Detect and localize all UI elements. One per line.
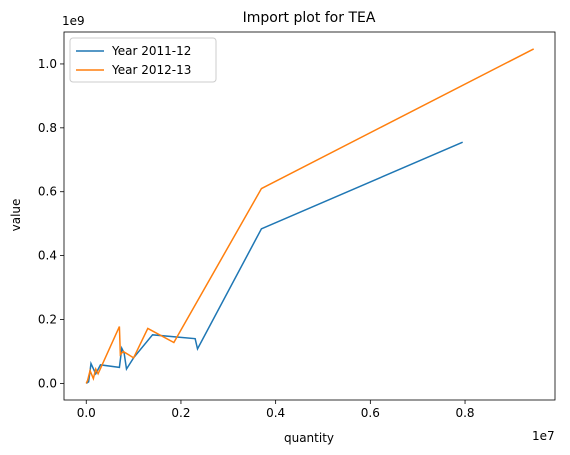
legend-label: Year 2011-12: [111, 44, 191, 58]
line: [85, 141, 463, 385]
y-tick-label: 0.8: [38, 121, 57, 135]
y-tick-label: 0.2: [38, 313, 57, 327]
y-tick-label: 1.0: [38, 57, 57, 71]
y-axis-label: value: [9, 199, 23, 232]
x-offset: 1e7: [532, 429, 555, 443]
legend-box: [69, 37, 217, 83]
x-tick-label: 0.6: [361, 406, 380, 420]
plot-frame: [63, 31, 556, 401]
y-offset: 1e9: [62, 14, 85, 28]
legend-label: Year 2012-13: [111, 63, 191, 77]
y-tick-label: 0.0: [38, 376, 57, 390]
legend: Year 2011-12 Year 2012-13: [69, 37, 217, 83]
x-tick-label: 0.0: [77, 406, 96, 420]
x-tick-label: 0.2: [171, 406, 190, 420]
x-axis-label: quantity: [284, 431, 334, 445]
chart-title: Import plot for TEA: [243, 10, 376, 26]
line: [85, 48, 535, 384]
x-tick-label: 0.4: [266, 406, 285, 420]
y-tick-label: 0.6: [38, 185, 57, 199]
x-tick-label: 0.8: [455, 406, 474, 420]
y-tick-label: 0.4: [38, 249, 57, 263]
